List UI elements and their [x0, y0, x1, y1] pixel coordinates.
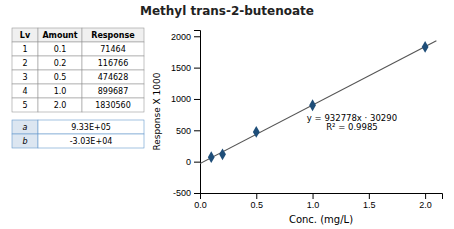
chart: Methyl trans-2-butenoate Lv Amount Response…	[0, 0, 454, 229]
table-cell: 2	[22, 59, 27, 68]
table-cell-box	[38, 56, 82, 70]
table-cell-box	[82, 70, 144, 84]
fit-line	[200, 41, 436, 164]
plot: 0.0 0.5 1.0 1.5 2.0 -500 0 500 1000 1500 2000 Conc.…	[152, 31, 443, 226]
y-tick: 1500	[171, 63, 200, 73]
x-tick: 2.0	[419, 193, 432, 210]
table-cell: 1.0	[54, 87, 67, 96]
x-tick: 1.5	[363, 193, 376, 210]
y-tick-mark	[194, 99, 200, 100]
table-cell: 71464	[100, 45, 125, 54]
x-axis-line	[201, 194, 443, 200]
table-cell-box	[82, 98, 144, 112]
y-tick-label: 500	[176, 126, 191, 136]
x-axis: 0.0 0.5 1.0 1.5 2.0	[194, 193, 442, 210]
table-cell-box	[82, 84, 144, 98]
table-cell-box	[12, 120, 38, 134]
y-tick-label: -500	[173, 188, 191, 198]
y-tick-mark	[194, 130, 200, 131]
y-tick: 0	[186, 157, 200, 167]
point	[219, 148, 226, 160]
y-tick: 500	[176, 126, 200, 136]
table-cell-box	[38, 98, 82, 112]
y-axis: -500 0 500 1000 1500 2000	[171, 31, 201, 199]
table-cell-box	[12, 42, 38, 56]
y-axis-line	[194, 31, 201, 194]
table-cell: 9.33E+05	[71, 123, 111, 132]
x-tick-label: 1.0	[307, 200, 320, 210]
point	[208, 151, 215, 163]
x-tick: 0.0	[194, 193, 207, 210]
table-cell-box	[38, 120, 144, 134]
table-cell-box	[82, 42, 144, 56]
table-cell: 116766	[98, 59, 129, 68]
table-header: Response	[91, 31, 135, 40]
table-cell: 1830560	[95, 101, 131, 110]
y-tick: 1000	[171, 94, 200, 104]
table-cell: a	[23, 123, 28, 132]
y-tick-label: 1000	[171, 94, 191, 104]
table-cell-box	[12, 56, 38, 70]
x-tick-label: 2.0	[419, 200, 432, 210]
table-cell-box	[12, 84, 38, 98]
table-cell: 899687	[98, 87, 129, 96]
point	[422, 41, 429, 53]
table-cell: 4	[22, 87, 27, 96]
table-cell: 0.5	[54, 73, 67, 82]
x-axis-title: Conc. (mg/L)	[289, 214, 353, 225]
table-cell: 474628	[98, 73, 129, 82]
table-cell: b	[22, 137, 27, 146]
table: Lv Amount Response 1 0.1 71464 2 0.2 116766 3 0.5 4…	[12, 28, 144, 112]
marks	[200, 41, 436, 164]
x-tick-mark	[425, 193, 426, 199]
annotation: R² = 0.9985	[326, 122, 378, 132]
title: Methyl trans-2-butenoate	[140, 4, 314, 18]
table-cell-box	[12, 70, 38, 84]
table-cell-box	[12, 98, 38, 112]
table-header-cell	[82, 28, 144, 42]
table-cell: 0.2	[54, 59, 67, 68]
table: a 9.33E+05 b -3.03E+04	[12, 120, 144, 148]
y-tick-label: 0	[186, 157, 191, 167]
table-cell-box	[82, 56, 144, 70]
x-tick-label: 0.5	[251, 200, 264, 210]
x-tick: 1.0	[307, 193, 320, 210]
table-header-cell	[38, 28, 82, 42]
table-cell: 0.1	[54, 45, 67, 54]
point	[309, 99, 316, 111]
table-cell-box	[38, 84, 82, 98]
y-tick-label: 1500	[171, 63, 191, 73]
x-tick-label: 0.0	[194, 200, 207, 210]
x-tick: 0.5	[251, 193, 264, 210]
table-cell: 5	[22, 101, 27, 110]
table-cell: -3.03E+04	[70, 137, 113, 146]
y-tick-mark	[194, 68, 200, 69]
x-tick-mark	[369, 193, 370, 199]
table-cell: 3	[22, 73, 27, 82]
y-tick-label: 2000	[171, 32, 191, 42]
table-cell-box	[38, 70, 82, 84]
y-tick-mark	[194, 162, 200, 163]
table-cell-box	[12, 134, 38, 148]
table-cell-box	[38, 134, 144, 148]
table-cell: 1	[22, 45, 27, 54]
table-header: Amount	[42, 31, 77, 40]
y-tick: 2000	[171, 32, 200, 42]
y-tick: -500	[173, 188, 200, 198]
y-tick-mark	[194, 193, 200, 194]
point	[253, 126, 260, 138]
x-tick-mark	[256, 193, 257, 199]
y-axis-title: Response X 1000	[152, 72, 162, 150]
y-tick-mark	[194, 36, 200, 37]
table-header-cell	[12, 28, 38, 42]
x-tick-label: 1.5	[363, 200, 376, 210]
table-cell: 2.0	[54, 101, 67, 110]
x-tick-mark	[313, 193, 314, 199]
table-header: Lv	[20, 31, 31, 40]
table-cell-box	[38, 42, 82, 56]
